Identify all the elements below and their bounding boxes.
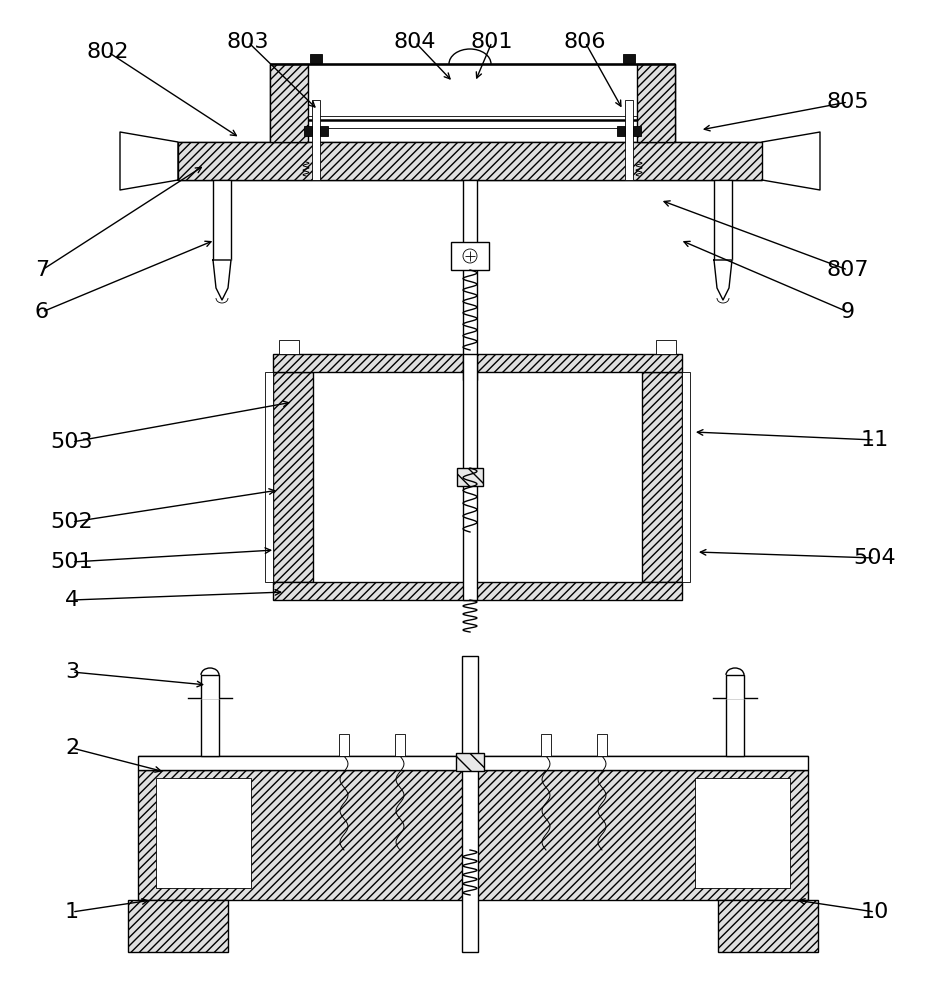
Bar <box>633 126 641 136</box>
Bar <box>541 734 551 756</box>
Text: 801: 801 <box>471 32 513 52</box>
Text: 803: 803 <box>227 32 269 52</box>
Bar <box>462 656 478 952</box>
Bar <box>310 54 322 63</box>
Text: 6: 6 <box>35 302 49 322</box>
Text: 2: 2 <box>65 738 79 758</box>
Text: 501: 501 <box>51 552 93 572</box>
Text: 802: 802 <box>86 42 130 62</box>
Bar <box>642 372 682 582</box>
Text: 502: 502 <box>51 512 93 532</box>
Bar <box>270 64 675 142</box>
Text: 7: 7 <box>35 260 49 280</box>
Bar <box>623 54 635 63</box>
Text: 504: 504 <box>854 548 897 568</box>
Bar <box>312 100 320 180</box>
Bar <box>201 698 219 756</box>
Bar <box>617 126 625 136</box>
Bar <box>682 372 690 582</box>
Bar <box>395 734 405 756</box>
Bar <box>656 340 676 354</box>
Text: 807: 807 <box>827 260 870 280</box>
Bar <box>456 753 484 771</box>
Bar <box>695 778 790 888</box>
Bar <box>463 180 477 380</box>
Bar <box>726 698 744 756</box>
Polygon shape <box>120 132 178 190</box>
Bar <box>625 100 633 180</box>
Text: 503: 503 <box>51 432 93 452</box>
Bar <box>304 126 312 136</box>
Bar <box>273 582 682 600</box>
Bar <box>213 180 231 260</box>
Bar <box>279 340 299 354</box>
Bar <box>178 142 762 180</box>
Circle shape <box>463 249 477 263</box>
Bar <box>451 242 489 270</box>
Bar <box>463 354 477 600</box>
Bar <box>457 468 483 486</box>
Text: 10: 10 <box>861 902 889 922</box>
Text: 806: 806 <box>564 32 606 52</box>
Text: 804: 804 <box>394 32 436 52</box>
Text: 805: 805 <box>826 92 870 112</box>
Bar <box>714 180 732 260</box>
Bar <box>273 354 682 372</box>
Bar <box>128 900 228 952</box>
Polygon shape <box>188 675 232 698</box>
Polygon shape <box>713 675 757 698</box>
Polygon shape <box>762 132 820 190</box>
Polygon shape <box>714 260 732 300</box>
Bar <box>637 64 675 142</box>
Text: 3: 3 <box>65 662 79 682</box>
Bar <box>597 734 607 756</box>
Bar <box>138 756 808 770</box>
Bar <box>270 64 308 142</box>
Bar <box>156 778 251 888</box>
Polygon shape <box>213 260 231 300</box>
Bar <box>339 734 349 756</box>
Bar <box>718 900 818 952</box>
Text: 1: 1 <box>65 902 79 922</box>
Bar <box>273 372 313 582</box>
Text: 4: 4 <box>65 590 79 610</box>
Bar <box>320 126 328 136</box>
Bar <box>265 372 273 582</box>
Bar <box>138 770 808 900</box>
Text: 11: 11 <box>861 430 889 450</box>
Text: 9: 9 <box>841 302 855 322</box>
